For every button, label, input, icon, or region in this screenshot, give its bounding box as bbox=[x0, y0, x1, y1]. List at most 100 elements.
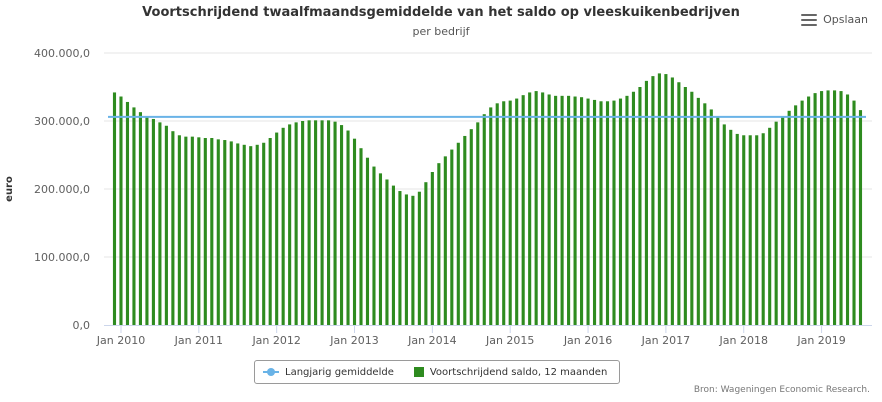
bar bbox=[573, 96, 577, 326]
y-tick-label: 300.000,0 bbox=[34, 115, 90, 128]
bar bbox=[385, 179, 389, 325]
bar bbox=[781, 116, 785, 326]
bar bbox=[301, 121, 305, 325]
y-axis-title: euro bbox=[4, 176, 15, 202]
x-tick-label: Jan 2010 bbox=[96, 334, 145, 347]
bar bbox=[541, 92, 545, 325]
bar bbox=[333, 121, 337, 326]
bar bbox=[177, 135, 181, 325]
x-tick-label: Jan 2019 bbox=[796, 334, 845, 347]
bar bbox=[430, 172, 434, 325]
bar bbox=[826, 90, 830, 326]
bar bbox=[476, 122, 480, 325]
legend-bar-symbol bbox=[413, 367, 424, 377]
save-label: Opslaan bbox=[823, 13, 868, 26]
y-tick-label: 200.000,0 bbox=[34, 183, 90, 196]
bar bbox=[145, 116, 149, 326]
x-tick-label: Jan 2014 bbox=[407, 334, 456, 347]
bar bbox=[502, 101, 506, 325]
bar bbox=[190, 136, 194, 325]
bar bbox=[255, 144, 259, 325]
bar bbox=[164, 125, 168, 325]
bar bbox=[346, 130, 350, 325]
chart-title: Voortschrijdend twaalfmaandsgemiddelde v… bbox=[142, 5, 740, 20]
bar bbox=[677, 82, 681, 326]
bar bbox=[378, 173, 383, 325]
bar bbox=[820, 91, 824, 325]
bar bbox=[742, 135, 746, 325]
bar bbox=[268, 138, 272, 325]
bar bbox=[482, 114, 486, 325]
bar bbox=[119, 96, 123, 326]
bar bbox=[456, 142, 460, 325]
bar bbox=[768, 127, 772, 325]
bar bbox=[716, 116, 720, 325]
x-tick-label: Jan 2012 bbox=[251, 334, 300, 347]
bar bbox=[845, 94, 850, 325]
bar bbox=[229, 141, 233, 325]
bar bbox=[729, 129, 733, 325]
bar bbox=[352, 138, 357, 325]
bar bbox=[112, 92, 117, 325]
x-tick-label: Jan 2011 bbox=[174, 334, 223, 347]
bar bbox=[839, 91, 843, 325]
bar bbox=[657, 73, 661, 326]
bar bbox=[359, 148, 363, 325]
bar bbox=[288, 124, 292, 326]
bar bbox=[605, 101, 610, 325]
bar bbox=[210, 138, 214, 325]
legend-item-average[interactable]: Langjarig gemiddelde bbox=[263, 367, 394, 378]
y-tick-label: 400.000,0 bbox=[34, 47, 90, 60]
bar bbox=[294, 122, 298, 325]
bar bbox=[417, 191, 421, 325]
bar bbox=[599, 101, 603, 325]
bar bbox=[612, 100, 616, 325]
bar bbox=[703, 103, 707, 325]
bar bbox=[151, 118, 155, 326]
bar bbox=[339, 125, 344, 325]
bar bbox=[755, 135, 759, 325]
bar bbox=[424, 182, 428, 325]
bar bbox=[787, 110, 791, 325]
legend-line-symbol bbox=[263, 368, 279, 376]
bar bbox=[327, 120, 331, 325]
bar bbox=[398, 191, 402, 325]
hamburger-menu-icon bbox=[801, 13, 818, 26]
bar bbox=[709, 109, 713, 325]
bar bbox=[314, 120, 318, 325]
bar bbox=[696, 97, 700, 325]
bar bbox=[495, 103, 499, 325]
bar bbox=[631, 91, 636, 325]
bar bbox=[644, 80, 648, 325]
legend-item-bars[interactable]: Voortschrijdend saldo, 12 maanden bbox=[413, 367, 607, 378]
bar bbox=[567, 95, 571, 325]
chart-subtitle: per bedrijf bbox=[412, 25, 470, 38]
bar bbox=[683, 87, 687, 325]
bar bbox=[138, 112, 142, 325]
bar bbox=[800, 100, 804, 325]
bar bbox=[223, 140, 227, 325]
bar bbox=[132, 107, 136, 326]
bar bbox=[437, 163, 441, 325]
bar bbox=[197, 137, 201, 325]
bar bbox=[761, 133, 765, 325]
bar bbox=[625, 95, 629, 325]
bar bbox=[391, 185, 395, 325]
bar bbox=[489, 107, 493, 326]
bar bbox=[813, 93, 817, 326]
credits: Bron: Wageningen Economic Research. bbox=[693, 385, 870, 395]
bar bbox=[404, 194, 408, 325]
bar bbox=[833, 90, 837, 326]
bar bbox=[748, 135, 752, 325]
bar bbox=[807, 96, 811, 326]
bar bbox=[515, 98, 519, 325]
bar bbox=[365, 157, 370, 325]
bar bbox=[171, 131, 175, 325]
bar bbox=[463, 135, 467, 325]
bar bbox=[216, 139, 220, 325]
bar bbox=[560, 95, 564, 325]
save-menu-button[interactable]: Opslaan bbox=[801, 13, 868, 26]
bar bbox=[203, 138, 207, 325]
legend: Langjarig gemiddelde Voortschrijdend sal… bbox=[254, 360, 620, 384]
bar bbox=[411, 195, 415, 325]
